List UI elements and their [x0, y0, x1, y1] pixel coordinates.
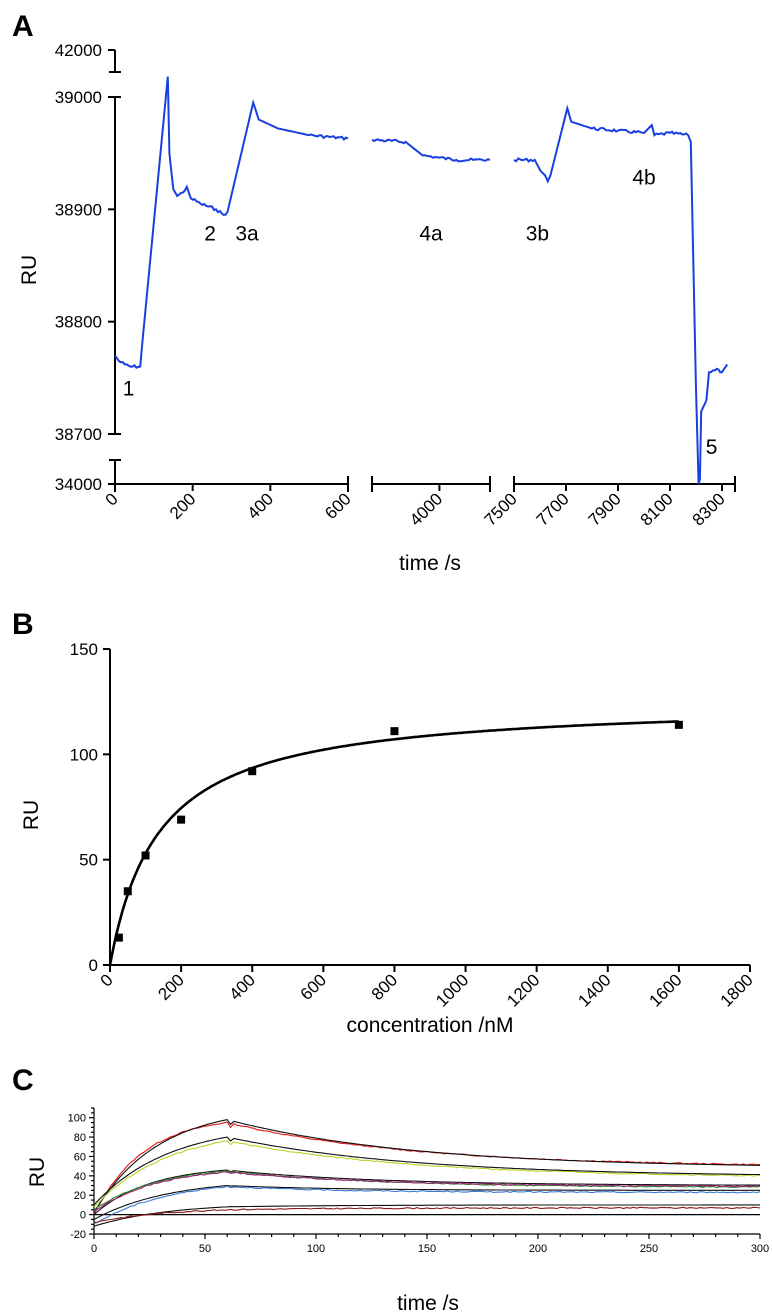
panel-c-x-tick-label: 250: [640, 1243, 658, 1255]
panel-c-y-tick-label: 0: [80, 1210, 86, 1222]
panel-a-chart: RU time /s 34000 38700 38800 38900 39000 4200…: [18, 41, 736, 575]
panel-a-annotation-1: 1: [123, 378, 135, 401]
panel-b-data-point: [674, 720, 683, 729]
panel-c-series-line: [93, 1140, 760, 1208]
panel-a-annotation-3a: 3a: [235, 223, 259, 246]
panel-b-x-tick-label: 1000: [432, 970, 472, 1010]
panel-c-series-line: [93, 1121, 761, 1215]
panel-b-x-tick-label: 200: [154, 970, 187, 1003]
panel-c-y-tick-label: 20: [74, 1190, 86, 1202]
panel-a-x-tick-label: 0: [102, 489, 122, 509]
panel-c-series-line: [93, 1171, 761, 1213]
panel-b-data-point: [390, 727, 399, 736]
panel-c-x-tick-label: 200: [529, 1243, 547, 1255]
panel-c-ylabel: RU: [26, 1157, 49, 1187]
panel-a-x-tick-label: 4000: [406, 489, 446, 529]
panel-b-x-tick-label: 1400: [574, 970, 614, 1010]
panel-a-y-tick-label: 39000: [55, 88, 102, 107]
panel-c-x-tick-label: 150: [418, 1243, 436, 1255]
panel-b-data-point: [248, 767, 257, 776]
panel-b-ylabel: RU: [20, 800, 43, 830]
panel-a-annotation-2: 2: [204, 223, 216, 246]
panel-a-y-tick-label: 34000: [55, 475, 102, 494]
panel-c-series-line: [93, 1204, 760, 1227]
panel-b-data-point: [141, 851, 150, 860]
panel-b-data-point: [114, 933, 123, 942]
panel-label-c: C: [12, 1064, 34, 1097]
panel-a-x-tick-label: 600: [321, 489, 354, 522]
panel-a-annotation-4b: 4b: [632, 166, 655, 189]
panel-c-series-line: [93, 1185, 761, 1225]
panel-b-y-tick-label: 150: [70, 640, 98, 659]
panel-b-x-tick-label: 1200: [503, 970, 543, 1010]
panel-a-y-tick-label: 38700: [55, 425, 102, 444]
panel-a-x-tick-label: 8100: [637, 489, 677, 529]
panel-c-x-tick-label: 50: [199, 1243, 211, 1255]
panel-b-data-point: [177, 815, 186, 824]
panel-c-x-tick-label: 300: [751, 1243, 769, 1255]
panel-c-series-line: [93, 1118, 761, 1213]
panel-c-y-tick-label: 40: [74, 1171, 86, 1183]
panel-b-x-tick-label: 400: [226, 970, 259, 1003]
panel-a-x-tick-label: 7700: [533, 489, 573, 529]
panel-c-series-line: [93, 1136, 761, 1206]
panel-label-a: A: [12, 10, 34, 43]
panel-b-x-tick-label: 0: [97, 970, 117, 990]
panel-c-chart: RU time /s -20 0 20 40 60 80 100 0 50 100 150 200 25…: [26, 1107, 769, 1314]
panel-b-y-tick-label: 0: [89, 956, 98, 975]
panel-b-x-tick-label: 600: [297, 970, 330, 1003]
panel-a-series-line: [114, 76, 729, 485]
panel-c-x-tick-label: 100: [307, 1243, 325, 1255]
panel-c-y-tick-label: -20: [70, 1229, 86, 1241]
panel-b-y-tick-label: 100: [70, 745, 98, 764]
panel-a-x-tick-label: 200: [166, 489, 199, 522]
panel-b-fit-curve: [108, 720, 679, 966]
panel-c-y-tick-label: 100: [68, 1113, 86, 1125]
panel-c-x-tick-label: 0: [91, 1243, 97, 1255]
panel-a-y-tick-label: 38900: [55, 200, 102, 219]
panel-b-x-tick-label: 1600: [646, 970, 686, 1010]
panel-a-y-tick-label: 38800: [55, 313, 102, 332]
panel-b-chart: RU concentration /nM 0 50 100 150 0 200 400 600…: [20, 640, 757, 1037]
panel-a-x-tick-label: 7900: [585, 489, 625, 529]
panel-b-y-tick-label: 50: [79, 851, 98, 870]
panel-label-b: B: [12, 608, 34, 641]
panel-c-series-line: [93, 1184, 760, 1220]
panel-a-ylabel: RU: [18, 255, 41, 285]
panel-a-x-tick-label: 7500: [481, 489, 521, 529]
panel-a-y-tick-label: 42000: [55, 41, 102, 60]
panel-a-annotation-3b: 3b: [526, 223, 549, 246]
panel-a-x-tick-label: 400: [244, 489, 277, 522]
panel-b-xlabel: concentration /nM: [347, 1014, 514, 1037]
panel-a-annotation-5: 5: [706, 436, 718, 459]
panel-c-series-line: [93, 1169, 760, 1216]
panel-b-data-point: [123, 887, 132, 896]
panel-c-y-tick-label: 60: [74, 1151, 86, 1163]
panel-a-annotation-4a: 4a: [419, 223, 443, 246]
panel-c-xlabel: time /s: [397, 1292, 459, 1314]
panel-a-xlabel: time /s: [399, 552, 461, 575]
panel-a-x-tick-label: 8300: [689, 489, 729, 529]
panel-c-series-line: [93, 1206, 761, 1223]
panel-c-y-tick-label: 80: [74, 1132, 86, 1144]
panel-b-x-tick-label: 1800: [717, 970, 757, 1010]
panel-b-x-tick-label: 800: [368, 970, 401, 1003]
